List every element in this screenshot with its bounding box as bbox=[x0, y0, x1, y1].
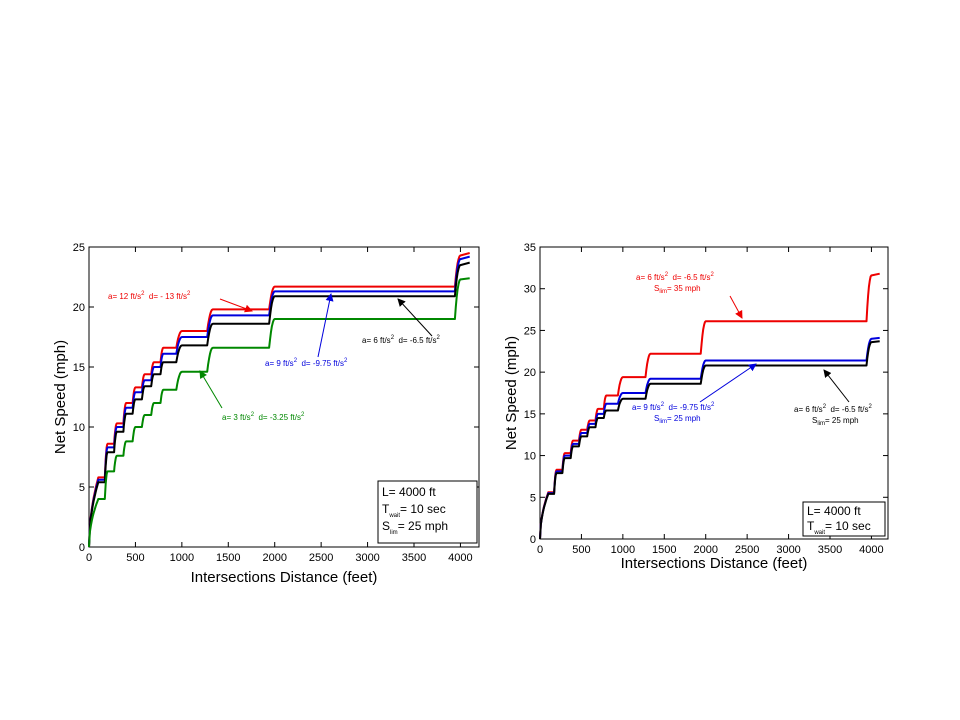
y-axis-label-left: Net Speed (mph) bbox=[52, 340, 69, 454]
y-tick-label: 20 bbox=[73, 302, 85, 314]
x-tick-label: 0 bbox=[537, 544, 543, 556]
x-tick-label: 4000 bbox=[859, 544, 883, 556]
annotation-blue-right: a= 9 ft/s2 d= -9.75 ft/s2 bbox=[632, 402, 715, 412]
x-tick-label: 3000 bbox=[355, 552, 379, 564]
x-tick-label: 2500 bbox=[735, 544, 759, 556]
param-line-Slim-left: Slim= 25 mph bbox=[382, 519, 448, 536]
x-tick-label: 2000 bbox=[693, 544, 717, 556]
series-line-black bbox=[88, 261, 470, 548]
x-tick-label: 2500 bbox=[309, 552, 333, 564]
y-tick-label: 25 bbox=[524, 325, 536, 337]
annotation-black-right-line2: Slim= 25 mph bbox=[812, 416, 859, 427]
series-left bbox=[88, 252, 470, 548]
y-tick-label: 10 bbox=[524, 451, 536, 463]
annotation-red-right: a= 6 ft/s2 d= -6.5 ft/s2 bbox=[636, 272, 715, 282]
x-tick-label: 1000 bbox=[170, 552, 194, 564]
annotation-black-right: a= 6 ft/s2 d= -6.5 ft/s2 bbox=[794, 404, 873, 414]
y-axis-label-right: Net Speed (mph) bbox=[503, 336, 520, 450]
series-right bbox=[539, 272, 880, 540]
arrow-black-left bbox=[397, 298, 433, 337]
arrow-blue-right bbox=[699, 363, 757, 403]
arrow-red-right bbox=[729, 295, 743, 319]
param-line-L-left: L= 4000 ft bbox=[382, 485, 436, 499]
y-tick-label: 0 bbox=[79, 542, 85, 554]
arrow-red-left bbox=[219, 298, 253, 313]
x-tick-label: 500 bbox=[572, 544, 590, 556]
annotation-black-left: a= 6 ft/s2 d= -6.5 ft/s2 bbox=[362, 335, 441, 345]
y-tick-label: 35 bbox=[524, 242, 536, 254]
y-tick-label: 5 bbox=[530, 492, 536, 504]
x-tick-label: 4000 bbox=[448, 552, 472, 564]
x-axis-label-left: Intersections Distance (feet) bbox=[191, 569, 378, 586]
x-tick-label: 1500 bbox=[216, 552, 240, 564]
ticks-right: 0 500 1000 1500 2000 2500 3000 3500 4000 0 5 10 15 20… bbox=[524, 242, 888, 556]
y-tick-label: 15 bbox=[73, 362, 85, 374]
y-tick-label: 30 bbox=[524, 284, 536, 296]
annotation-red-right-line2: Slim= 35 mph bbox=[654, 284, 701, 295]
chart-right: 0 500 1000 1500 2000 2500 3000 3500 4000 0 5 10 15 20… bbox=[503, 242, 889, 572]
arrow-blue-left bbox=[317, 293, 334, 358]
annotation-red-left: a= 12 ft/s2 d= - 13 ft/s2 bbox=[108, 291, 191, 301]
x-tick-label: 1500 bbox=[652, 544, 676, 556]
x-tick-label: 2000 bbox=[262, 552, 286, 564]
x-tick-label: 0 bbox=[86, 552, 92, 564]
series-line-black bbox=[539, 340, 880, 540]
x-axis-label-right: Intersections Distance (feet) bbox=[621, 555, 808, 572]
y-tick-label: 15 bbox=[524, 409, 536, 421]
y-tick-label: 0 bbox=[530, 534, 536, 546]
chart-left: 0 500 1000 1500 2000 2500 3000 3500 4000 0 5 10 15 20… bbox=[52, 242, 480, 586]
x-tick-label: 3500 bbox=[402, 552, 426, 564]
y-tick-label: 25 bbox=[73, 242, 85, 254]
ticks-left: 0 500 1000 1500 2000 2500 3000 3500 4000 0 5 10 15 20… bbox=[73, 242, 479, 564]
arrow-black-right bbox=[823, 369, 850, 403]
annotation-green-left: a= 3 ft/s2 d= -3.25 ft/s2 bbox=[222, 412, 305, 422]
param-line-Twait-left: Twait= 10 sec bbox=[382, 502, 446, 519]
param-box-left bbox=[377, 480, 478, 544]
y-tick-label: 20 bbox=[524, 367, 536, 379]
param-line-L-right: L= 4000 ft bbox=[807, 504, 861, 518]
x-tick-label: 3000 bbox=[776, 544, 800, 556]
x-tick-label: 1000 bbox=[611, 544, 635, 556]
arrow-green-left bbox=[199, 370, 223, 409]
annotation-blue-right-line2: Slim= 25 mph bbox=[654, 414, 701, 425]
annotation-blue-left: a= 9 ft/s2 d= -9.75 ft/s2 bbox=[265, 358, 348, 368]
x-tick-label: 500 bbox=[126, 552, 144, 564]
series-line-green bbox=[88, 277, 470, 548]
x-tick-label: 3500 bbox=[818, 544, 842, 556]
param-box-right bbox=[802, 501, 886, 537]
y-tick-label: 10 bbox=[73, 422, 85, 434]
param-line-Twait-right: Twait= 10 sec bbox=[807, 519, 871, 536]
y-tick-label: 5 bbox=[79, 482, 85, 494]
